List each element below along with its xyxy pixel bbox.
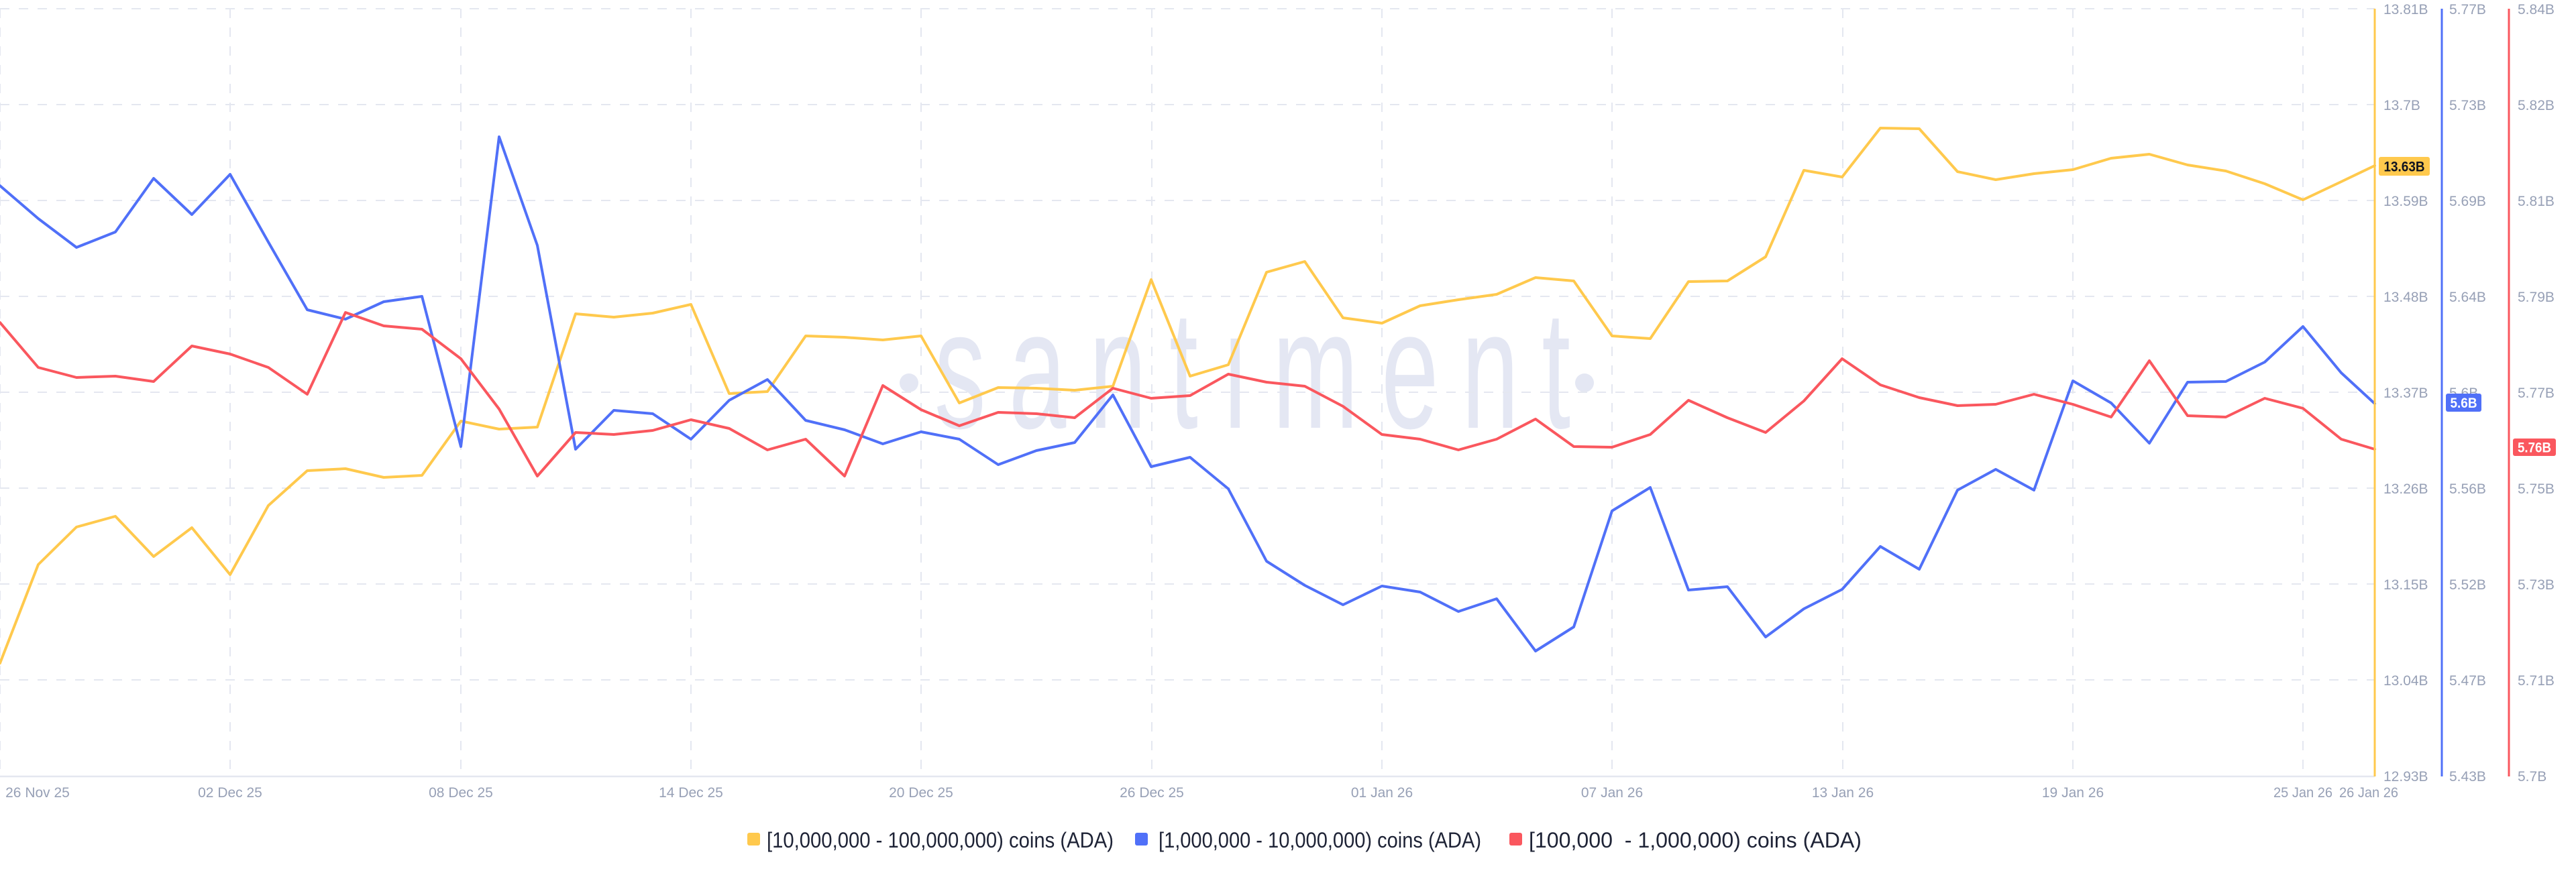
svg-text:[1,000,000 - 10,000,000) coins: [1,000,000 - 10,000,000) coins (ADA) [1159, 828, 1481, 852]
svg-text:santıment: santıment [934, 276, 1593, 464]
svg-text:13.81B: 13.81B [2383, 2, 2428, 17]
svg-text:20 Dec 25: 20 Dec 25 [889, 785, 953, 801]
svg-text:5.76B: 5.76B [2518, 441, 2551, 456]
svg-text:13.48B: 13.48B [2383, 290, 2428, 305]
svg-text:5.81B: 5.81B [2518, 194, 2555, 209]
svg-text:26 Dec 25: 26 Dec 25 [1120, 785, 1184, 801]
svg-text:02 Dec 25: 02 Dec 25 [198, 785, 262, 801]
svg-text:01 Jan 26: 01 Jan 26 [1351, 785, 1413, 801]
svg-text:13.04B: 13.04B [2383, 673, 2428, 689]
svg-text:13.63B: 13.63B [2384, 160, 2425, 175]
svg-text:5.73B: 5.73B [2449, 98, 2486, 113]
svg-text:5.77B: 5.77B [2518, 386, 2555, 401]
svg-text:5.77B: 5.77B [2449, 2, 2486, 17]
svg-text:5.84B: 5.84B [2518, 2, 2555, 17]
svg-text:5.47B: 5.47B [2449, 673, 2486, 689]
svg-text:14 Dec 25: 14 Dec 25 [659, 785, 723, 801]
svg-text:12.93B: 12.93B [2383, 769, 2428, 784]
svg-text:5.7B: 5.7B [2518, 769, 2546, 784]
svg-text:5.82B: 5.82B [2518, 98, 2555, 113]
svg-text:5.56B: 5.56B [2449, 481, 2486, 497]
svg-text:5.75B: 5.75B [2518, 481, 2555, 497]
svg-text:07 Jan 26: 07 Jan 26 [1581, 785, 1643, 801]
svg-text:5.79B: 5.79B [2518, 290, 2555, 305]
svg-text:08 Dec 25: 08 Dec 25 [429, 785, 493, 801]
svg-text:5.71B: 5.71B [2518, 673, 2555, 689]
svg-text:13.26B: 13.26B [2383, 481, 2428, 497]
svg-text:[100,000 - 1,000,000) coins (: [100,000 - 1,000,000) coins (ADA) [1529, 828, 1862, 852]
svg-text:5.64B: 5.64B [2449, 290, 2486, 305]
svg-text:25 Jan 26: 25 Jan 26 [2273, 785, 2332, 801]
svg-text:5.69B: 5.69B [2449, 194, 2486, 209]
svg-text:[10,000,000 - 100,000,000) coi: [10,000,000 - 100,000,000) coins (ADA) [767, 828, 1114, 852]
svg-text:26 Jan 26: 26 Jan 26 [2339, 785, 2398, 801]
svg-text:13 Jan 26: 13 Jan 26 [1812, 785, 1874, 801]
svg-text:13.59B: 13.59B [2383, 194, 2428, 209]
svg-text:13.15B: 13.15B [2383, 577, 2428, 593]
svg-text:13.7B: 13.7B [2383, 98, 2420, 113]
svg-text:5.73B: 5.73B [2518, 577, 2555, 593]
svg-text:19 Jan 26: 19 Jan 26 [2042, 785, 2104, 801]
svg-text:5.52B: 5.52B [2449, 577, 2486, 593]
svg-text:5.6B: 5.6B [2451, 396, 2477, 411]
svg-text:5.43B: 5.43B [2449, 769, 2486, 784]
svg-text:26 Nov 25: 26 Nov 25 [5, 785, 70, 801]
svg-text:13.37B: 13.37B [2383, 386, 2428, 401]
